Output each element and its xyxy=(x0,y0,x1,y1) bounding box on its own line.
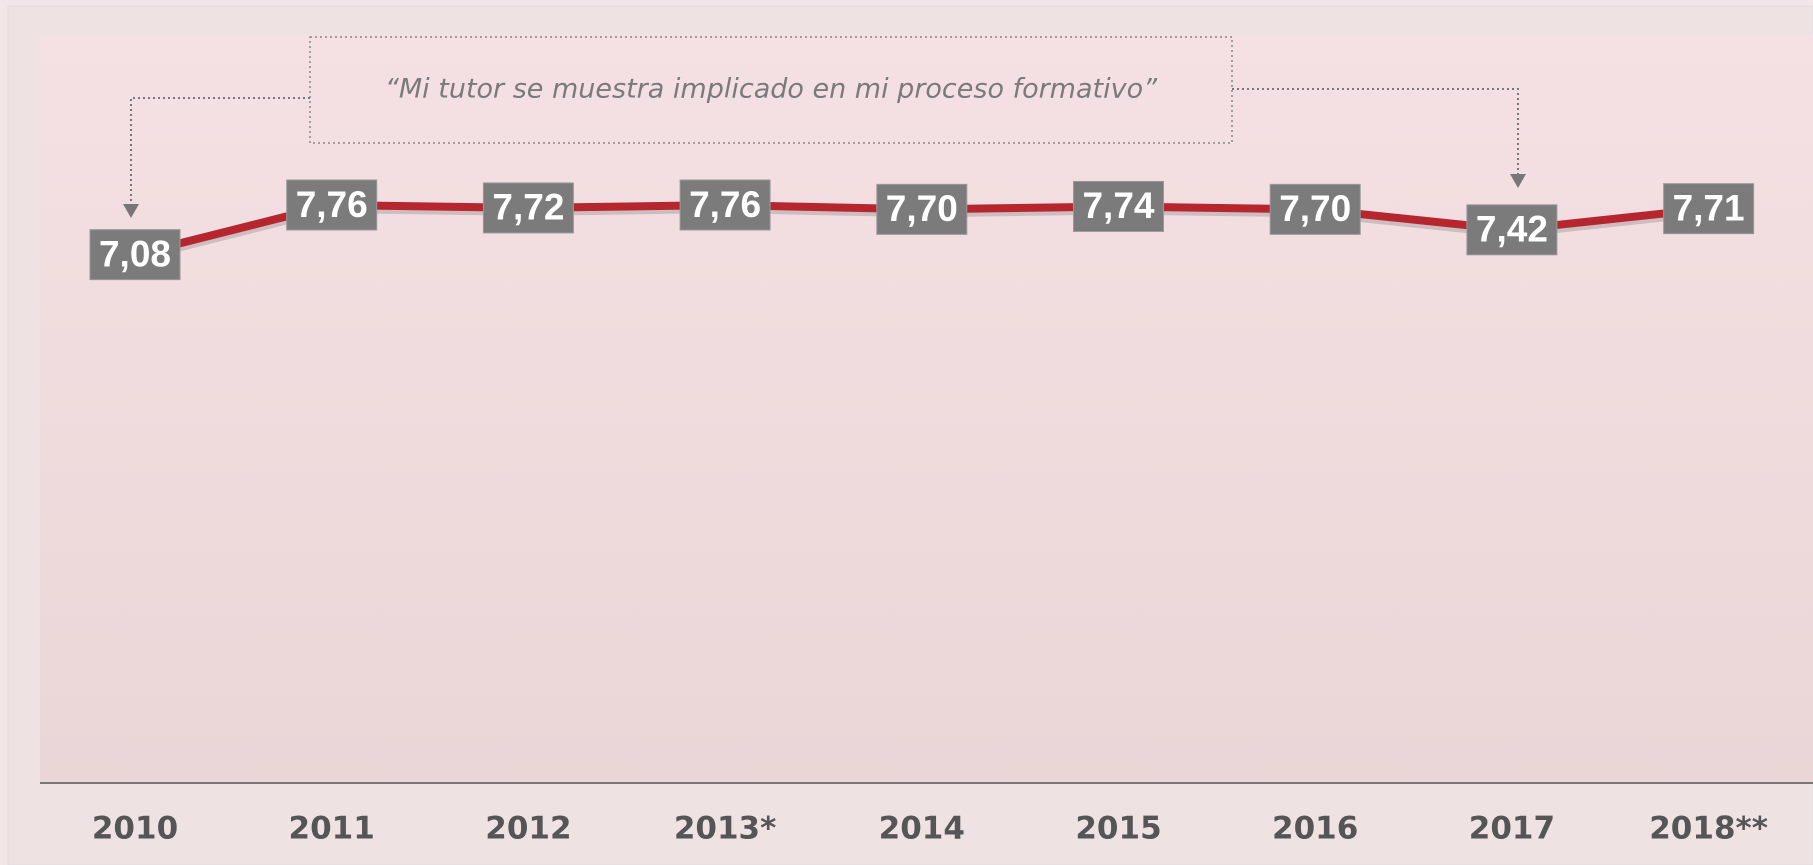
x-tick-label: 2011 xyxy=(289,811,375,847)
data-label: 7,74 xyxy=(1082,185,1154,226)
data-label: 7,70 xyxy=(1279,188,1351,229)
data-label: 7,76 xyxy=(689,184,761,225)
x-tick-label: 2013* xyxy=(674,811,777,847)
data-label: 7,08 xyxy=(99,233,171,274)
plot-area xyxy=(40,35,1813,783)
value-box xyxy=(286,179,378,231)
data-label: 7,76 xyxy=(296,184,368,225)
x-tick-label: 2018** xyxy=(1649,811,1768,847)
arrow xyxy=(130,97,310,212)
value-box xyxy=(1073,180,1164,232)
x-tick-label: 2015 xyxy=(1075,811,1161,847)
x-tick-label: 2010 xyxy=(92,811,178,847)
value-box xyxy=(679,179,771,231)
value-box xyxy=(1466,204,1558,256)
data-label: 7,72 xyxy=(492,187,564,228)
marks: 7,08 7,76 7,72 7,76 7,70 7,74 7,70 7,42 7,71 2010… xyxy=(89,179,1768,847)
arrow xyxy=(1232,88,1519,180)
arrow-head xyxy=(1510,174,1526,188)
data-label: 7,70 xyxy=(886,188,958,229)
value-box xyxy=(1663,183,1755,235)
annotation: “Mi tutor se muestra implicado en mi pro… xyxy=(385,74,1158,105)
x-tick-label: 2016 xyxy=(1272,811,1358,847)
value-box xyxy=(876,183,968,235)
value-box xyxy=(89,229,181,281)
x-tick-label: 2014 xyxy=(879,811,965,847)
x-tick-label: 2017 xyxy=(1469,811,1555,847)
value-box xyxy=(1269,183,1361,235)
data-label: 7,71 xyxy=(1673,187,1745,228)
arrow-head xyxy=(123,204,139,218)
x-tick-label: 2012 xyxy=(485,811,571,847)
value-box xyxy=(482,182,574,234)
data-label: 7,42 xyxy=(1476,209,1548,250)
